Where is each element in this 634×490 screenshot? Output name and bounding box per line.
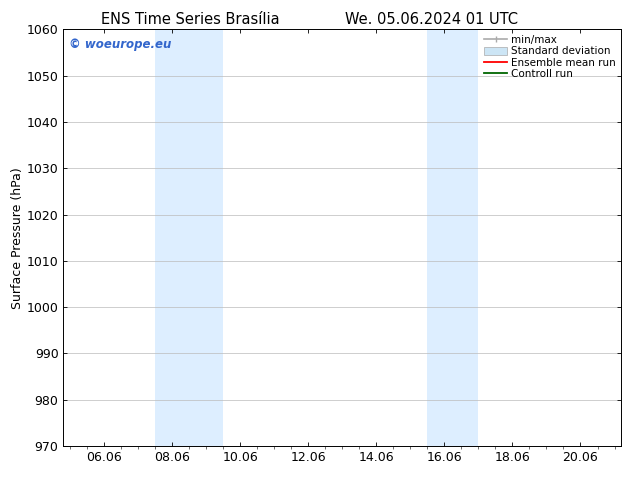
Y-axis label: Surface Pressure (hPa): Surface Pressure (hPa)	[11, 167, 24, 309]
Legend: min/max, Standard deviation, Ensemble mean run, Controll run: min/max, Standard deviation, Ensemble me…	[482, 32, 618, 81]
Text: © woeurope.eu: © woeurope.eu	[69, 38, 171, 51]
Bar	[155, 29, 223, 446]
Text: We. 05.06.2024 01 UTC: We. 05.06.2024 01 UTC	[345, 12, 517, 27]
Bar	[427, 29, 479, 446]
Text: ENS Time Series Brasília: ENS Time Series Brasília	[101, 12, 280, 27]
